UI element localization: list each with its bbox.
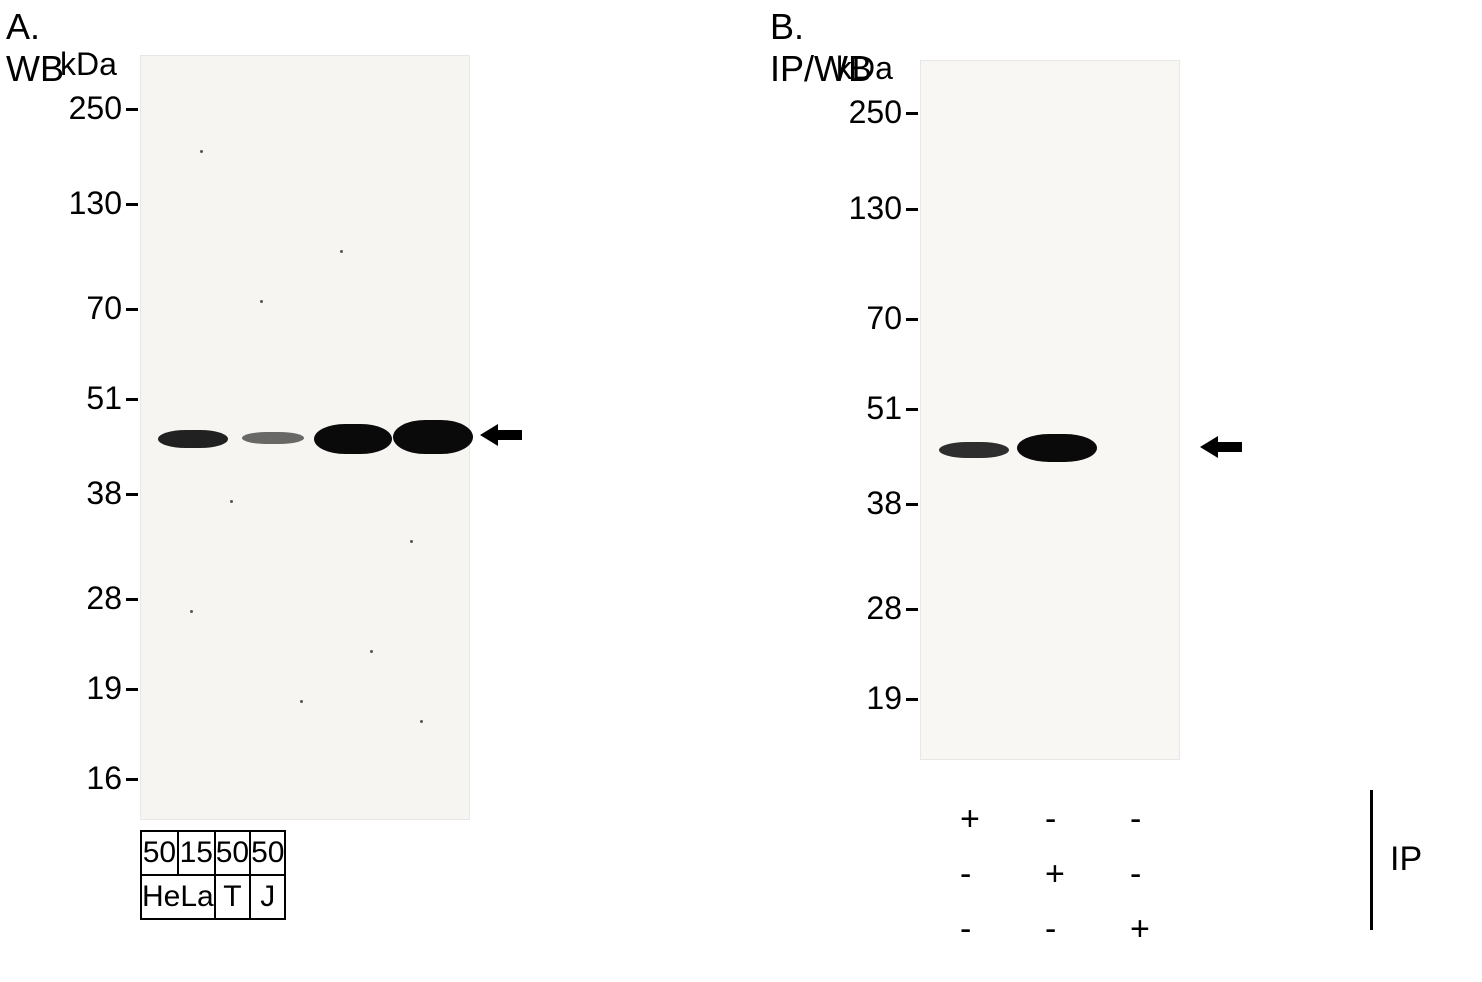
mw-marker-label: 38 [0, 485, 902, 522]
panel-a-title: A. WB [6, 6, 64, 90]
ip-grid-cell: - [1130, 800, 1141, 839]
mw-tick [906, 318, 918, 321]
mw-tick [126, 778, 138, 781]
lane-load-cell: 50 [215, 831, 250, 875]
ip-grid-cell: - [1130, 855, 1141, 894]
mw-tick [906, 208, 918, 211]
blot-speck [370, 650, 373, 653]
panel-b-blot [920, 60, 1180, 760]
mw-marker-label: 19 [0, 680, 902, 717]
mw-marker-label: 16 [0, 760, 122, 797]
lane-sample-cell: J [250, 875, 285, 919]
mw-marker-label: 28 [0, 590, 902, 627]
mw-marker-label: 250 [0, 94, 902, 131]
mw-marker-label: 130 [0, 190, 902, 227]
lane-sample-cell: T [215, 875, 250, 919]
panel-b-kda: kDa [836, 50, 893, 87]
ip-grid-cell: - [960, 910, 971, 949]
mw-marker-label: 51 [0, 390, 902, 427]
wb-band [158, 430, 228, 448]
wb-band [1017, 434, 1097, 462]
panel-a-kda: kDa [60, 46, 117, 83]
panel-b-ip-bracket [1370, 790, 1373, 930]
ip-grid-cell: + [1130, 910, 1150, 949]
wb-band [314, 424, 392, 454]
mw-tick [906, 112, 918, 115]
lane-load-cell: 50 [141, 831, 178, 875]
panel-b-ip-label: IP [1390, 840, 1422, 879]
blot-speck [340, 250, 343, 253]
mw-tick [906, 408, 918, 411]
mw-marker-label: 70 [0, 300, 902, 337]
panel-a-lane-table: 50155050HeLaTJ [140, 830, 286, 920]
mw-tick [906, 503, 918, 506]
ip-grid-cell: - [1045, 800, 1056, 839]
panel-b-arrow-icon [1200, 432, 1242, 467]
mw-tick [906, 698, 918, 701]
ip-grid-cell: - [1045, 910, 1056, 949]
lane-load-cell: 15 [178, 831, 215, 875]
lane-load-cell: 50 [250, 831, 285, 875]
ip-grid-cell: + [960, 800, 980, 839]
mw-tick [906, 608, 918, 611]
ip-grid-cell: + [1045, 855, 1065, 894]
wb-band [939, 442, 1009, 458]
blot-speck [200, 150, 203, 153]
ip-grid-cell: - [960, 855, 971, 894]
blot-speck [420, 720, 423, 723]
blot-speck [410, 540, 413, 543]
lane-sample-cell: HeLa [141, 875, 215, 919]
wb-band [242, 432, 304, 444]
